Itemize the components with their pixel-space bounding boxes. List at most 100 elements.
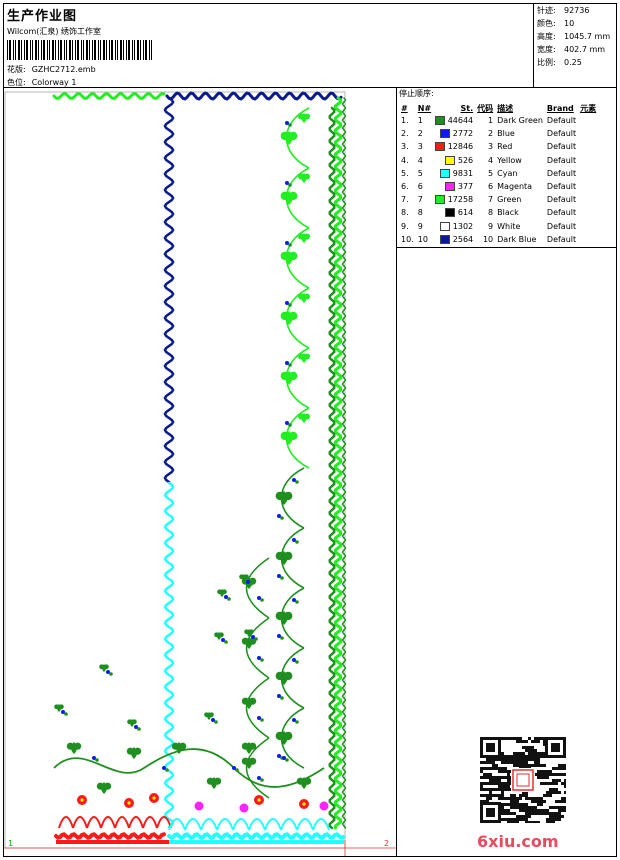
row-stitches: 44644 (447, 116, 474, 126)
row-description: Cyan (497, 168, 518, 178)
color-swatch (445, 155, 456, 165)
row-element (578, 180, 598, 193)
row-description: Dark Blue (497, 234, 537, 244)
row-code: 4 (488, 155, 494, 165)
stop-table-row: 8. 8 614 8 Black Default (399, 206, 598, 219)
stop-table-row: 1. 1 44644 1 Dark Green Default (399, 114, 598, 127)
stop-table-row: 3. 3 12846 3 Red Default (399, 140, 598, 153)
row-stitches: 17258 (447, 195, 474, 205)
file-name: GZHC2712.emb (31, 65, 96, 74)
row-code: 1 (488, 116, 494, 126)
row-element (578, 114, 598, 127)
row-code: 3 (488, 142, 494, 152)
stats-panel: 针迹: 92736 颜色: 10 高度: 1045.7 mm 宽度: 402.7 mm … (534, 4, 616, 88)
row-index: 1. (401, 116, 409, 126)
row-description: Black (497, 208, 519, 218)
row-index: 7. (401, 195, 409, 205)
page-title: 生产作业图 (7, 9, 78, 24)
row-swatch-stitches: 1302 (433, 220, 475, 233)
worksheet-frame (3, 3, 617, 857)
watermark-logo: 6xiu.com (477, 832, 559, 851)
row-index: 8. (401, 208, 409, 218)
row-element (578, 140, 598, 153)
row-needle: 9 (417, 221, 423, 231)
row-stitches: 526 (457, 155, 474, 165)
colorway-name: Colorway 1 (31, 78, 77, 87)
row-swatch-stitches: 377 (433, 180, 475, 193)
row-swatch-stitches: 614 (433, 206, 475, 219)
col-needle: N# (417, 103, 432, 113)
barcode-image (7, 40, 152, 60)
stop-table-row: 7. 7 17258 7 Green Default (399, 193, 598, 206)
row-element (578, 193, 598, 206)
row-stitches: 2564 (452, 234, 474, 244)
row-brand: Default (546, 155, 577, 165)
row-swatch-stitches: 17258 (433, 193, 475, 206)
row-index: 10. (401, 234, 414, 244)
design-bounds (4, 91, 346, 849)
row-code: 8 (488, 208, 494, 218)
col-stitches: St. (460, 103, 474, 113)
stop-table-header: # N# St. 代码 描述 Brand 元素 (399, 102, 598, 114)
color-swatch (435, 142, 446, 152)
row-index: 4. (401, 155, 409, 165)
row-element (578, 154, 598, 167)
row-needle: 7 (417, 195, 423, 205)
col-code: 代码 (477, 103, 494, 113)
stop-sequence-table: # N# St. 代码 描述 Brand 元素 1. 1 44644 1 Dark G… (399, 102, 598, 246)
row-stitches: 9831 (452, 168, 474, 178)
row-code: 9 (488, 221, 494, 231)
stop-sequence-panel: 停止顺序: # N# St. 代码 描述 Brand 元素 1. 1 44644 1… (397, 88, 616, 248)
row-brand: Default (546, 195, 577, 205)
row-brand: Default (546, 221, 577, 231)
row-code: 5 (488, 168, 494, 178)
color-swatch (445, 182, 456, 192)
stat-width: 宽度: 402.7 mm (537, 45, 606, 54)
row-index: 9. (401, 221, 409, 231)
stat-scale: 比例: 0.25 (537, 58, 582, 67)
row-brand: Default (546, 208, 577, 218)
row-swatch-stitches: 9831 (433, 167, 475, 180)
file-row: 花版: GZHC2712.emb (7, 64, 96, 75)
row-code: 2 (488, 129, 494, 139)
row-description: Blue (497, 129, 515, 139)
embroidery-motifs (52, 91, 347, 844)
stop-table-row: 4. 4 526 4 Yellow Default (399, 154, 598, 167)
stop-table-row: 6. 6 377 6 Magenta Default (399, 180, 598, 193)
stop-table-row: 9. 9 1302 9 White Default (399, 220, 598, 233)
color-swatch (440, 221, 451, 231)
stop-table-row: 2. 2 2772 2 Blue Default (399, 127, 598, 140)
row-code: 6 (488, 182, 494, 192)
row-stitches: 377 (457, 182, 474, 192)
row-needle: 3 (417, 142, 423, 152)
col-element: 元素 (580, 103, 597, 113)
row-code: 7 (488, 195, 494, 205)
corner-label-left: 1 (8, 839, 13, 848)
row-description: Yellow (497, 155, 522, 165)
row-brand: Default (546, 116, 577, 126)
row-description: Dark Green (497, 116, 543, 126)
row-description: Green (497, 195, 522, 205)
design-canvas: 1 2 (4, 91, 396, 856)
row-needle: 8 (417, 208, 423, 218)
row-swatch-stitches: 2772 (433, 127, 475, 140)
header-info-panel: 生产作业图 Wilcom(汇泉) 绣饰工作室 花版: GZHC2712.emb 色… (4, 4, 534, 88)
row-brand: Default (546, 129, 577, 139)
company-name: Wilcom(汇泉) 绣饰工作室 (7, 27, 102, 36)
row-needle: 10 (417, 234, 428, 244)
row-stitches: 12846 (447, 142, 474, 152)
stat-colors: 颜色: 10 (537, 19, 575, 28)
row-brand: Default (546, 168, 577, 178)
row-description: Magenta (497, 182, 533, 192)
stop-table-row: 5. 5 9831 5 Cyan Default (399, 167, 598, 180)
row-stitches: 614 (457, 208, 474, 218)
color-swatch (435, 195, 446, 205)
row-element (578, 127, 598, 140)
row-description: Red (497, 142, 513, 152)
col-brand: Brand (546, 103, 574, 113)
color-swatch (445, 208, 456, 218)
embroidery-design-preview: 1 2 (4, 88, 397, 856)
row-element (578, 206, 598, 219)
row-brand: Default (546, 142, 577, 152)
row-element (578, 167, 598, 180)
